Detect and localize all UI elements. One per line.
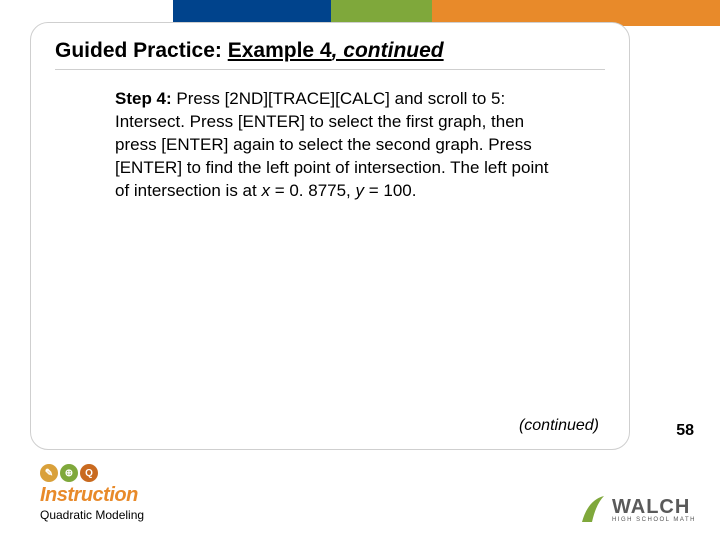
footer-icons: ✎⊕Q [40, 464, 144, 482]
footer-subtitle: Quadratic Modeling [40, 508, 144, 522]
step-block: Step 4: Press [2ND][TRACE][CALC] and scr… [115, 88, 565, 203]
slide-title: Guided Practice: Example 4, continued [55, 39, 605, 70]
footer-badge-icon: ⊕ [60, 464, 78, 482]
footer-right: WALCH HIGH SCHOOL MATH [578, 492, 696, 526]
continued-label: (continued) [519, 417, 599, 435]
walch-name: WALCH [612, 496, 690, 519]
walch-tagline: HIGH SCHOOL MATH [612, 517, 696, 523]
footer-badge-icon: ✎ [40, 464, 58, 482]
step-label: Step 4: [115, 89, 172, 108]
walch-logo: WALCH HIGH SCHOOL MATH [612, 496, 696, 523]
title-prefix: Guided Practice: [55, 39, 228, 62]
page-number: 58 [676, 422, 694, 440]
content-card: Guided Practice: Example 4, continued St… [30, 22, 630, 450]
walch-swoosh-icon [578, 492, 606, 526]
footer-badge-icon: Q [80, 464, 98, 482]
footer-left: ✎⊕Q Instruction Quadratic Modeling [40, 464, 144, 522]
title-italic-suffix: , continued [332, 39, 444, 62]
title-underlined: Example 4 [228, 39, 332, 62]
footer: ✎⊕Q Instruction Quadratic Modeling WALCH… [0, 462, 720, 540]
instruction-label: Instruction [40, 484, 144, 507]
step-body: Press [2ND][TRACE][CALC] and scroll to 5… [115, 89, 548, 200]
